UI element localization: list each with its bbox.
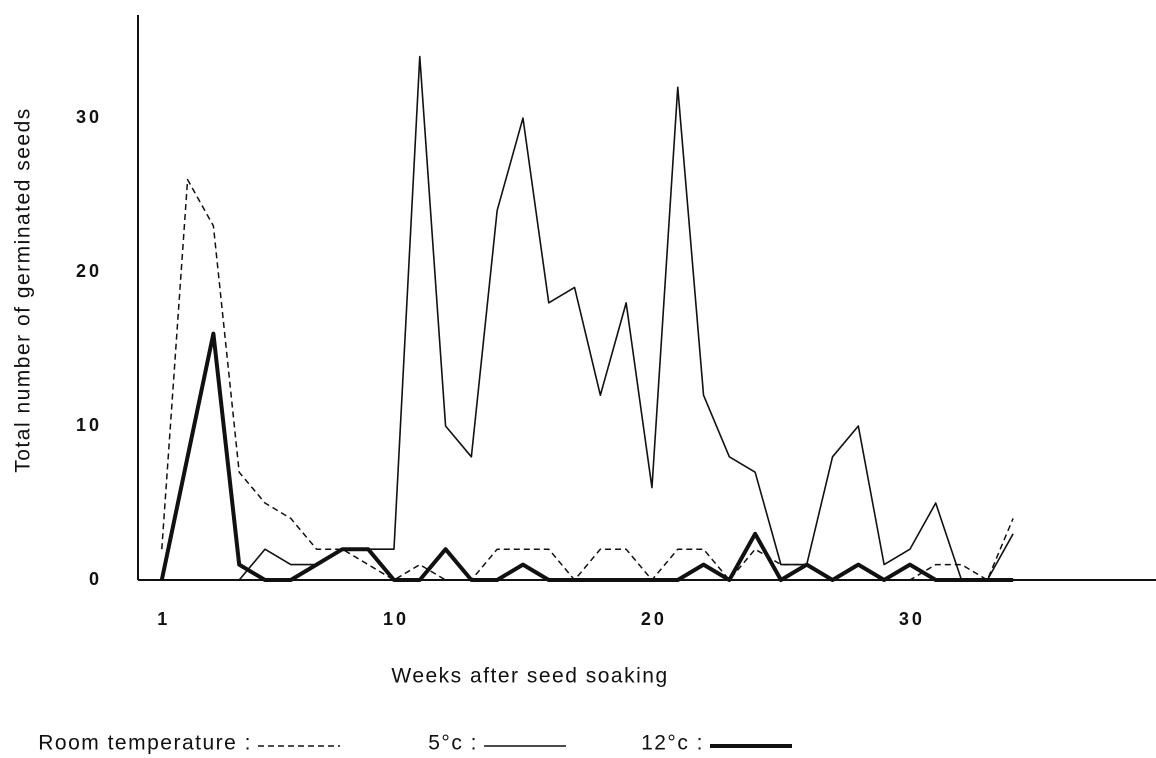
legend-label: 5°c : [428, 732, 478, 755]
x-tick-label: 20 [641, 609, 667, 629]
legend-label: Room temperature : [38, 732, 252, 755]
legend-label: 12°c : [641, 732, 704, 755]
x-tick-label: 1 [157, 609, 170, 629]
series-line [159, 331, 1014, 582]
y-tick-label: 10 [76, 415, 102, 435]
y-tick-label: 30 [76, 107, 102, 127]
x-tick-label: 30 [899, 609, 925, 629]
x-tick-label: 10 [383, 609, 409, 629]
x-axis-label: Weeks after seed soaking [391, 665, 668, 688]
y-tick-label: 0 [89, 569, 102, 589]
y-tick-label: 20 [76, 261, 102, 281]
series-line [161, 55, 1014, 581]
y-axis-label: Total number of germinated seeds [12, 107, 35, 473]
series-line [161, 178, 1014, 581]
